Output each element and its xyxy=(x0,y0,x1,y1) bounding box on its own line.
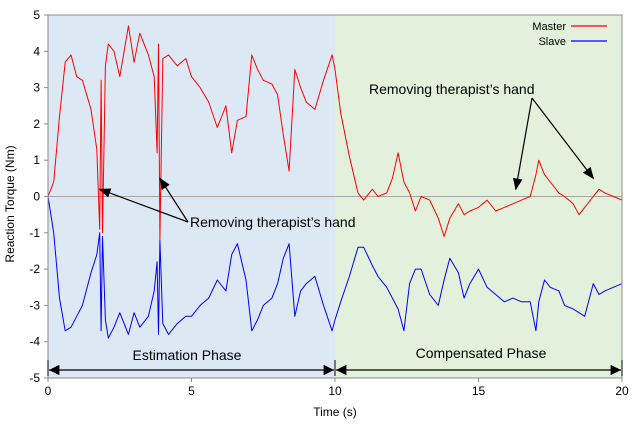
annotation-arrow xyxy=(512,97,533,191)
series-line-master xyxy=(47,25,623,241)
phase-spans xyxy=(47,360,623,376)
y-tick-label: 5 xyxy=(33,8,40,22)
y-tick-label: -4 xyxy=(29,335,40,349)
legend-label-slave: Slave xyxy=(538,36,566,48)
phase-label-compensated: Compensated Phase xyxy=(416,345,547,361)
series-line-slave xyxy=(47,196,623,339)
x-axis-label: Time (s) xyxy=(313,405,357,419)
y-tick-label: 4 xyxy=(33,44,40,58)
y-tick-label: -1 xyxy=(29,226,40,240)
x-tick-label: 0 xyxy=(45,384,52,398)
annotation-arrows xyxy=(98,97,595,223)
annotation-arrow xyxy=(98,188,189,223)
annotation-text-right: Removing therapist’s hand xyxy=(369,81,535,97)
annotation-arrow xyxy=(531,97,595,180)
legend-label-master: Master xyxy=(532,21,566,33)
legend: Master Slave xyxy=(532,21,607,48)
annotation-arrow xyxy=(159,177,189,223)
y-tick-label: 0 xyxy=(33,190,40,204)
y-tick-label: -5 xyxy=(29,371,40,385)
x-tick-label: 20 xyxy=(615,384,629,398)
x-tick-label: 15 xyxy=(472,384,486,398)
annotation-text-left: Removing therapist’s hand xyxy=(190,214,356,230)
series-lines xyxy=(47,25,623,339)
x-tick-label: 5 xyxy=(188,384,195,398)
y-tick-label: -3 xyxy=(29,298,40,312)
y-tick-label: -2 xyxy=(29,262,40,276)
phase-label-estimation: Estimation Phase xyxy=(133,347,242,363)
y-axis-label: Reaction Torque (Nm) xyxy=(3,145,17,262)
x-tick-label: 10 xyxy=(328,384,342,398)
y-tick-label: 3 xyxy=(33,81,40,95)
y-tick-label: 1 xyxy=(33,153,40,167)
y-tick-label: 2 xyxy=(33,117,40,131)
